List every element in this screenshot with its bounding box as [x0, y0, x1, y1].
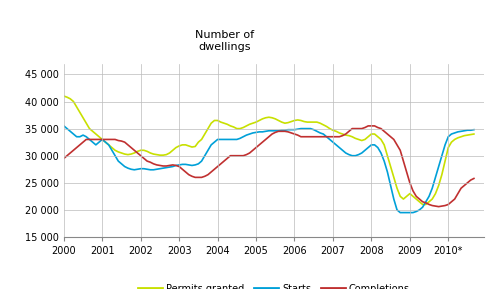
Completions [423, 201, 429, 205]
Permits granted [420, 203, 426, 206]
Permits granted [61, 94, 67, 98]
Legend: Permits granted, Starts, Completions: Permits granted, Starts, Completions [134, 280, 414, 289]
Starts [173, 164, 179, 167]
Line: Completions: Completions [64, 126, 474, 207]
Starts [423, 200, 429, 203]
Completions [61, 157, 67, 160]
Completions [173, 164, 179, 167]
Completions [471, 177, 477, 180]
Line: Permits granted: Permits granted [64, 96, 474, 205]
Permits granted [423, 203, 429, 206]
Completions [80, 140, 86, 144]
Completions [388, 135, 394, 138]
Starts [61, 124, 67, 128]
Starts [397, 211, 403, 214]
Starts [384, 170, 390, 174]
Permits granted [275, 119, 281, 122]
Text: Number of
dwellings: Number of dwellings [195, 29, 254, 52]
Permits granted [80, 116, 86, 120]
Starts [304, 127, 310, 130]
Permits granted [471, 132, 477, 136]
Completions [304, 135, 310, 138]
Completions [436, 205, 441, 208]
Starts [80, 133, 86, 137]
Permits granted [384, 154, 390, 158]
Permits granted [304, 120, 310, 124]
Permits granted [173, 146, 179, 149]
Starts [471, 128, 477, 131]
Starts [275, 129, 281, 132]
Completions [365, 124, 371, 128]
Line: Starts: Starts [64, 126, 474, 213]
Completions [275, 129, 281, 133]
